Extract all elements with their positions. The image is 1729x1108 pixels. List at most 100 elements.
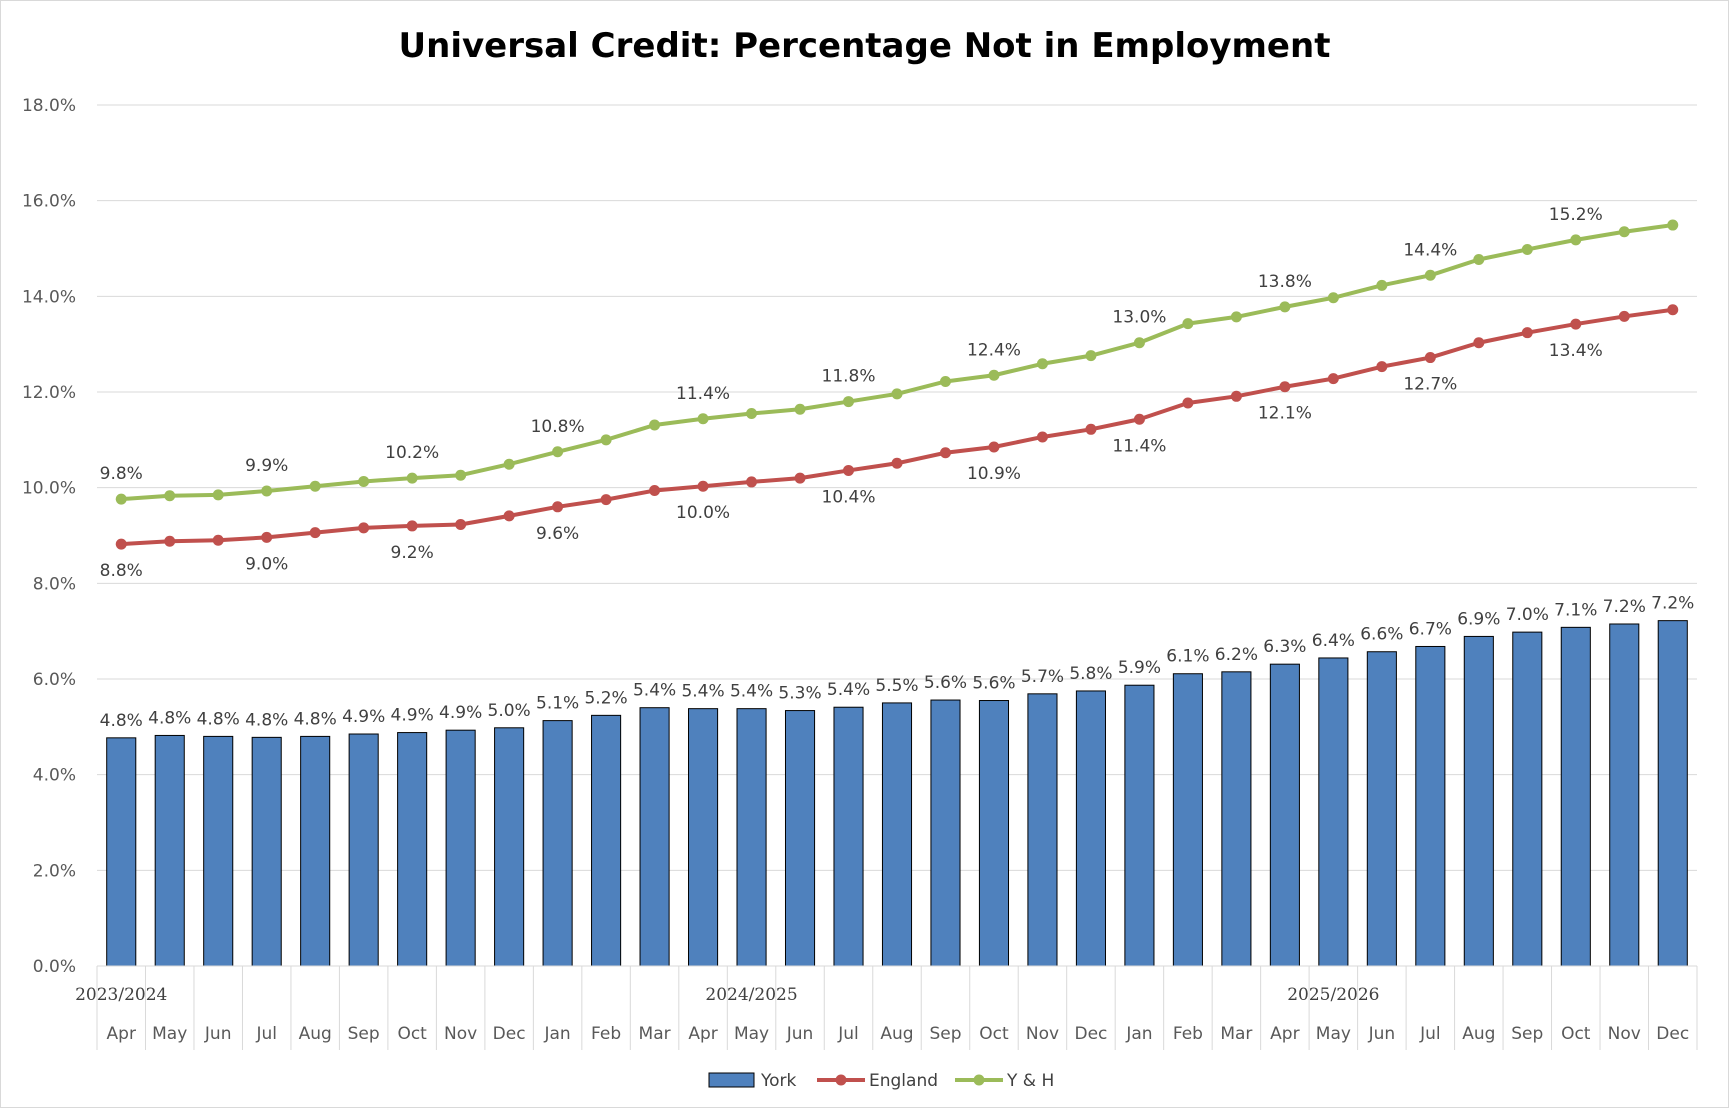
england-point <box>115 538 127 550</box>
england-data-label: 10.0% <box>676 503 730 523</box>
york-data-label: 4.8% <box>100 711 143 731</box>
legend-england-label: England <box>869 1071 938 1091</box>
x-tick-label: Nov <box>1026 1024 1059 1044</box>
yh-data-label: 13.8% <box>1258 272 1312 292</box>
york-bar <box>881 702 913 967</box>
england-point <box>1618 310 1630 322</box>
england-point <box>1230 390 1242 402</box>
yh-point <box>600 434 612 446</box>
york-bar <box>1609 623 1640 967</box>
england-point <box>1279 381 1291 393</box>
yh-point <box>697 413 709 425</box>
england-point <box>746 476 758 488</box>
york-bar <box>1366 651 1397 967</box>
yh-point <box>1327 292 1339 304</box>
yh-data-label: 13.0% <box>1112 308 1166 328</box>
york-data-label: 6.7% <box>1409 619 1452 639</box>
york-bar <box>1075 690 1106 967</box>
x-tick-label: May <box>152 1024 187 1044</box>
yh-data-label: 11.8% <box>822 367 876 387</box>
yh-data-label: 10.8% <box>531 417 585 437</box>
x-tick-label: Nov <box>1608 1024 1641 1044</box>
england-data-label: 12.1% <box>1258 404 1312 424</box>
england-point <box>1085 423 1097 435</box>
x-tick-label: Apr <box>1270 1024 1299 1044</box>
yh-data-label: 15.2% <box>1549 205 1603 225</box>
york-bar <box>1512 631 1543 967</box>
york-bar <box>1657 620 1688 967</box>
x-tick-label: Oct <box>397 1024 427 1044</box>
york-bar <box>591 714 622 967</box>
yh-data-label: 11.4% <box>676 384 730 404</box>
x-tick-label: May <box>1316 1024 1351 1044</box>
york-bar <box>784 710 816 967</box>
england-data-label: 9.0% <box>245 554 288 574</box>
yh-point <box>358 475 370 487</box>
yh-point <box>406 472 418 484</box>
x-tick-label: Sep <box>348 1024 380 1044</box>
yh-point <box>1133 337 1145 349</box>
yh-point <box>1618 226 1630 238</box>
england-point <box>939 447 951 459</box>
x-tick-label: Mar <box>1220 1024 1252 1044</box>
yh-point <box>843 396 855 408</box>
york-bar <box>1463 635 1494 967</box>
england-point <box>261 531 273 543</box>
york-bar <box>445 729 476 967</box>
yh-point <box>115 493 127 505</box>
yh-point <box>1085 350 1097 362</box>
york-data-labels: 4.8% 4.8% 4.8% 4.8% 4.8% 4.9% 4.9% 4.9% 5.0% 5.1%… <box>100 594 1695 731</box>
yh-point <box>649 419 661 431</box>
legend-york-swatch <box>708 1072 755 1088</box>
york-data-label: 5.4% <box>730 682 773 702</box>
yh-point <box>164 490 176 502</box>
york-bar <box>639 707 670 967</box>
york-data-label: 4.9% <box>342 707 385 727</box>
legend-yh-label: Y & H <box>1006 1071 1054 1091</box>
england-point <box>1424 352 1436 364</box>
york-bar <box>494 727 525 967</box>
york-data-label: 4.8% <box>294 709 337 729</box>
england-data-label: 10.9% <box>967 464 1021 484</box>
yh-point <box>1521 243 1533 255</box>
york-bars <box>106 620 1688 967</box>
yh-point <box>1424 269 1436 281</box>
x-axis: Apr May Jun Jul Aug Sep Oct Nov Dec Jan Feb Mar Apr M… <box>75 965 1698 1050</box>
york-data-label: 4.9% <box>439 703 482 723</box>
york-data-label: 6.9% <box>1457 609 1500 629</box>
england-point <box>1182 397 1194 409</box>
england-point <box>1667 304 1679 316</box>
yh-point <box>1667 219 1679 231</box>
england-point <box>1521 327 1533 339</box>
england-point <box>455 518 467 530</box>
x-tick-label: Oct <box>1561 1024 1591 1044</box>
york-bar <box>1415 645 1446 967</box>
york-bar <box>348 733 379 967</box>
x-year-label: 2025/2026 <box>1287 985 1379 1005</box>
york-data-label: 7.2% <box>1651 594 1694 614</box>
england-point <box>697 480 709 492</box>
england-line <box>121 307 1674 547</box>
x-tick-label: Jun <box>786 1024 814 1044</box>
york-data-label: 4.8% <box>148 708 191 728</box>
x-tick-label: Jul <box>837 1024 859 1044</box>
york-bar <box>154 734 185 967</box>
chart-title: Universal Credit: Percentage Not in Empl… <box>398 26 1331 66</box>
york-bar <box>1172 673 1203 967</box>
yh-point <box>552 446 564 458</box>
england-point <box>600 494 612 506</box>
york-data-label: 5.8% <box>1069 664 1112 684</box>
york-data-label: 6.6% <box>1360 625 1403 645</box>
y-axis-ticks: 0.0% 2.0% 4.0% 6.0% 8.0% 10.0% 12.0% 14.0% 16.0%… <box>22 96 76 977</box>
england-point <box>843 464 855 476</box>
england-point <box>503 510 515 522</box>
england-point <box>358 522 370 534</box>
england-point <box>649 485 661 497</box>
york-data-label: 7.2% <box>1603 597 1646 617</box>
england-data-label: 9.6% <box>536 524 579 544</box>
yh-point <box>1473 254 1485 266</box>
yh-point <box>503 458 515 470</box>
yh-point <box>794 403 806 415</box>
x-tick-label: Aug <box>299 1024 332 1044</box>
england-point <box>309 527 321 539</box>
